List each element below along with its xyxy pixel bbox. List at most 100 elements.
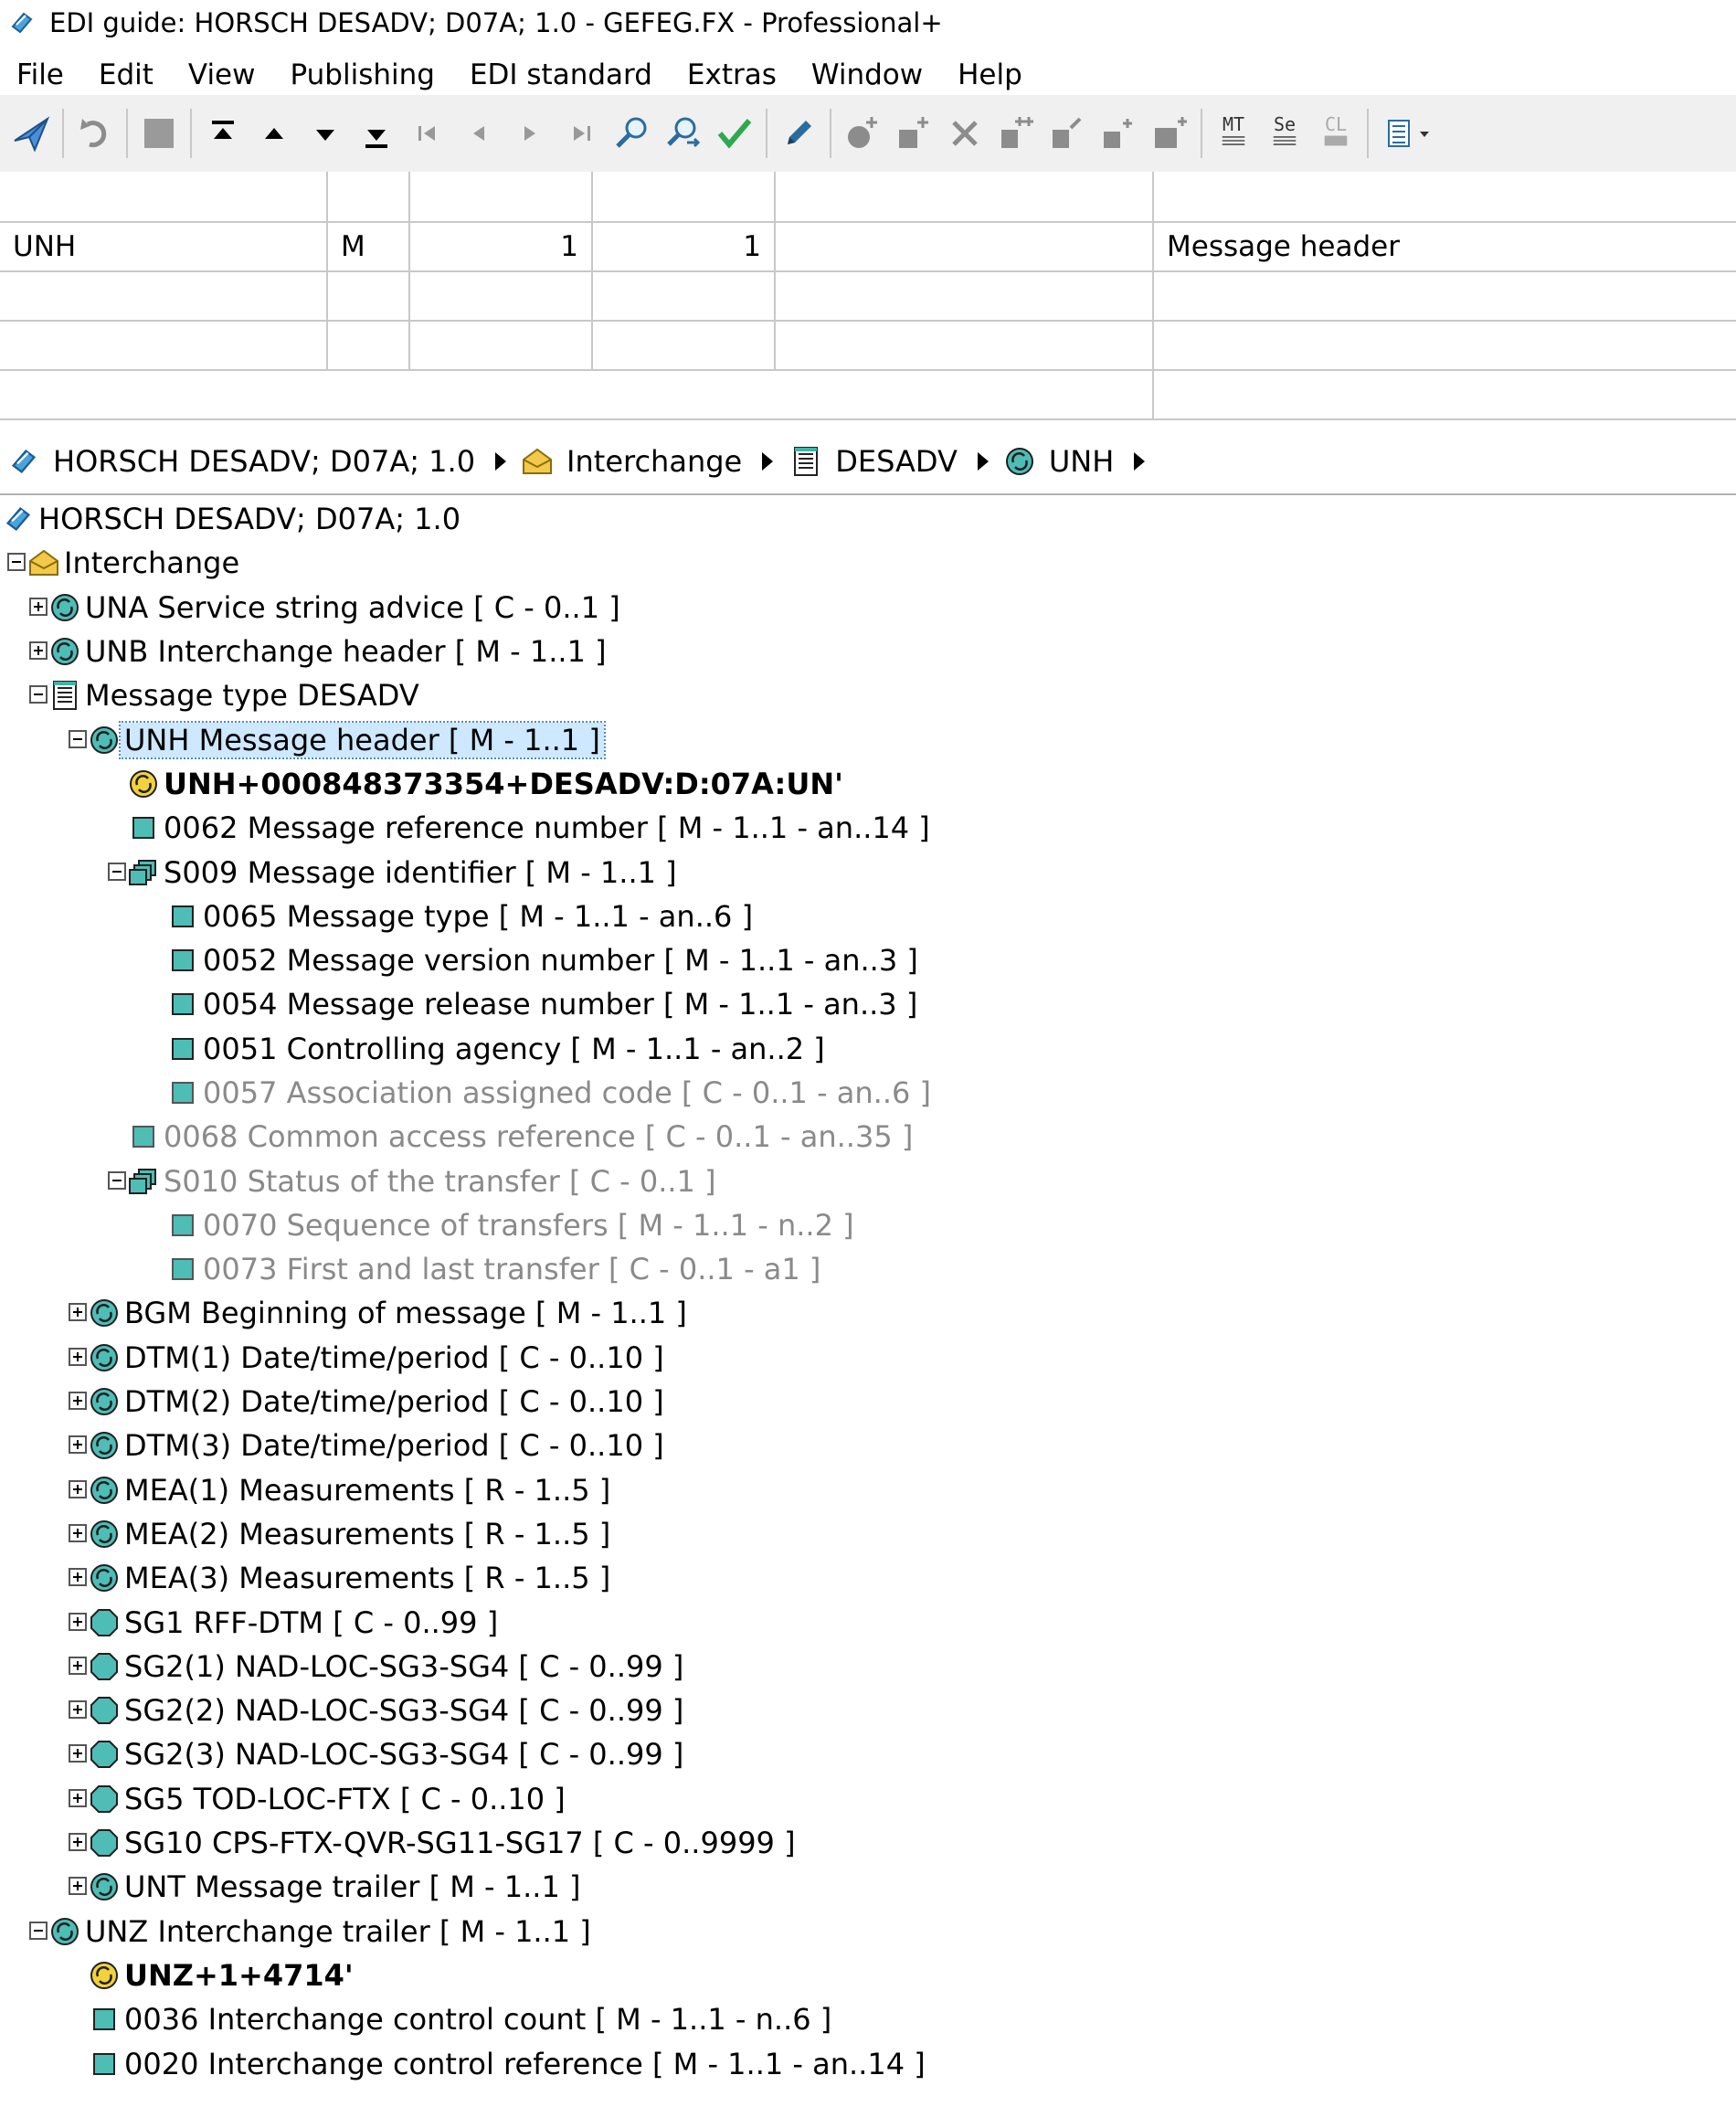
tree-node[interactable]: UNH+000848373354+DESADV:D:07A:UN' <box>0 762 1736 806</box>
code-list-icon[interactable]: CL <box>1310 106 1361 161</box>
collapse-icon[interactable] <box>29 685 48 704</box>
menu-help[interactable]: Help <box>958 58 1022 91</box>
collapse-icon[interactable] <box>29 1921 48 1940</box>
grid-cell[interactable] <box>0 172 328 223</box>
expand-icon[interactable] <box>69 1435 87 1455</box>
tree-node[interactable]: 0068 Common access reference [ C - 0..1 … <box>0 1115 1736 1159</box>
tree-node[interactable]: 0065 Message type [ M - 1..1 - an..6 ] <box>0 895 1736 938</box>
breadcrumb-arrow-icon[interactable] <box>1134 452 1146 471</box>
previous-record-icon[interactable] <box>453 106 504 161</box>
grid-cell[interactable] <box>408 270 593 322</box>
menu-view[interactable]: View <box>187 58 256 91</box>
tree-node[interactable]: UNZ Interchange trailer [ M - 1..1 ] <box>0 1910 1736 1953</box>
grid-cell[interactable] <box>774 270 1154 322</box>
tree-node[interactable]: SG1 RFF-DTM [ C - 0..99 ] <box>0 1600 1736 1644</box>
tree-node[interactable]: MEA(3) Measurements [ R - 1..5 ] <box>0 1556 1736 1600</box>
tree-node[interactable]: HORSCH DESADV; D07A; 1.0 <box>0 497 1736 541</box>
save-icon[interactable] <box>133 106 185 161</box>
collapse-icon[interactable] <box>108 862 126 881</box>
grid-cell[interactable] <box>1152 270 1736 322</box>
move-bottom-icon[interactable] <box>351 106 402 161</box>
move-up-icon[interactable] <box>249 106 300 161</box>
grid-cell[interactable] <box>774 320 1154 371</box>
message-type-icon[interactable]: MT <box>1208 106 1259 161</box>
tree-node[interactable]: S010 Status of the transfer [ C - 0..1 ] <box>0 1159 1736 1202</box>
tree-node[interactable]: UNB Interchange header [ M - 1..1 ] <box>0 630 1736 673</box>
tree-node[interactable]: UNA Service string advice [ C - 0..1 ] <box>0 586 1736 630</box>
breadcrumb-item-guide[interactable]: HORSCH DESADV; D07A; 1.0 <box>0 444 475 479</box>
collapse-icon[interactable] <box>7 553 26 572</box>
grid-cell[interactable] <box>326 270 410 322</box>
expand-icon[interactable] <box>69 1612 87 1631</box>
tree-node[interactable]: SG2(2) NAD-LOC-SG3-SG4 [ C - 0..99 ] <box>0 1689 1736 1732</box>
tree-node[interactable]: UNH Message header [ M - 1..1 ] <box>0 717 1736 761</box>
tree-node[interactable]: 0020 Interchange control reference [ M -… <box>0 2041 1736 2085</box>
grid-cell-status[interactable]: M <box>326 221 410 272</box>
collapse-icon[interactable] <box>69 729 87 748</box>
menu-file[interactable]: File <box>16 58 64 91</box>
expand-icon[interactable] <box>69 1700 87 1720</box>
expand-icon[interactable] <box>69 1523 87 1542</box>
last-record-icon[interactable] <box>556 106 607 161</box>
view-options-dropdown-icon[interactable] <box>1374 106 1444 161</box>
grid-cell[interactable] <box>0 270 328 322</box>
grid-cell-tag[interactable]: UNH <box>0 221 328 272</box>
tree-node[interactable]: 0073 First and last transfer [ C - 0..1 … <box>0 1247 1736 1291</box>
find-icon[interactable] <box>607 106 658 161</box>
grid-cell[interactable] <box>1152 320 1736 371</box>
expand-icon[interactable] <box>69 1877 87 1896</box>
grid-cell[interactable] <box>591 320 776 371</box>
undo-icon[interactable] <box>69 106 121 161</box>
tree-node[interactable]: UNT Message trailer [ M - 1..1 ] <box>0 1865 1736 1909</box>
tree-node[interactable]: 0070 Sequence of transfers [ M - 1..1 - … <box>0 1203 1736 1247</box>
move-down-icon[interactable] <box>300 106 351 161</box>
breadcrumb-arrow-icon[interactable] <box>977 452 989 471</box>
tree-node[interactable]: SG2(1) NAD-LOC-SG3-SG4 [ C - 0..99 ] <box>0 1645 1736 1689</box>
collapse-icon[interactable] <box>108 1170 126 1190</box>
grid-cell[interactable] <box>408 172 593 223</box>
expand-icon[interactable] <box>69 1392 87 1411</box>
expand-icon[interactable] <box>69 1788 87 1807</box>
tree-node[interactable]: 0062 Message reference number [ M - 1..1… <box>0 806 1736 850</box>
expand-icon[interactable] <box>69 1833 87 1852</box>
add-multiple-icon[interactable] <box>990 106 1042 161</box>
insert-after-icon[interactable] <box>1093 106 1144 161</box>
add-element-icon[interactable] <box>888 106 939 161</box>
grid-cell[interactable] <box>774 172 1154 223</box>
tree-node[interactable]: 0054 Message release number [ M - 1..1 -… <box>0 982 1736 1026</box>
grid-cell[interactable] <box>591 270 776 322</box>
breadcrumb-arrow-icon[interactable] <box>495 452 507 471</box>
tree-node[interactable]: 0051 Controlling agency [ M - 1..1 - an.… <box>0 1027 1736 1071</box>
edit-pencil-icon[interactable] <box>773 106 824 161</box>
menu-edit[interactable]: Edit <box>98 58 153 91</box>
send-plane-icon[interactable] <box>5 106 57 161</box>
tree-node[interactable]: SG5 TOD-LOC-FTX [ C - 0..10 ] <box>0 1777 1736 1821</box>
find-next-icon[interactable] <box>658 106 709 161</box>
tree-node[interactable]: MEA(2) Measurements [ R - 1..5 ] <box>0 1512 1736 1556</box>
grid-cell[interactable] <box>1152 172 1736 223</box>
tree-node[interactable]: S009 Message identifier [ M - 1..1 ] <box>0 850 1736 894</box>
tree-node[interactable]: Interchange <box>0 541 1736 585</box>
grid-cell-min[interactable]: 1 <box>408 221 593 272</box>
expand-icon[interactable] <box>69 1479 87 1498</box>
expand-icon[interactable] <box>69 1744 87 1763</box>
menu-extras[interactable]: Extras <box>686 58 777 91</box>
tree-node[interactable]: Message type DESADV <box>0 673 1736 717</box>
move-top-icon[interactable] <box>197 106 249 161</box>
segment-type-icon[interactable]: Se <box>1259 106 1310 161</box>
grid-cell[interactable] <box>326 320 410 371</box>
tree-node[interactable]: SG2(3) NAD-LOC-SG3-SG4 [ C - 0..99 ] <box>0 1732 1736 1776</box>
insert-child-icon[interactable] <box>1144 106 1195 161</box>
expand-icon[interactable] <box>69 1568 87 1587</box>
grid-cell[interactable] <box>326 172 410 223</box>
tree-node[interactable]: BGM Beginning of message [ M - 1..1 ] <box>0 1291 1736 1335</box>
tree-node[interactable]: 0057 Association assigned code [ C - 0..… <box>0 1071 1736 1115</box>
breadcrumb-item-unh[interactable]: UNH <box>1001 444 1114 479</box>
grid-cell[interactable] <box>591 172 776 223</box>
validate-check-icon[interactable] <box>709 106 760 161</box>
breadcrumb-arrow-icon[interactable] <box>762 452 774 471</box>
tree-node[interactable]: MEA(1) Measurements [ R - 1..5 ] <box>0 1468 1736 1512</box>
expand-icon[interactable] <box>29 641 48 661</box>
expand-icon[interactable] <box>69 1656 87 1675</box>
tree-node[interactable]: 0036 Interchange control count [ M - 1..… <box>0 1997 1736 2041</box>
